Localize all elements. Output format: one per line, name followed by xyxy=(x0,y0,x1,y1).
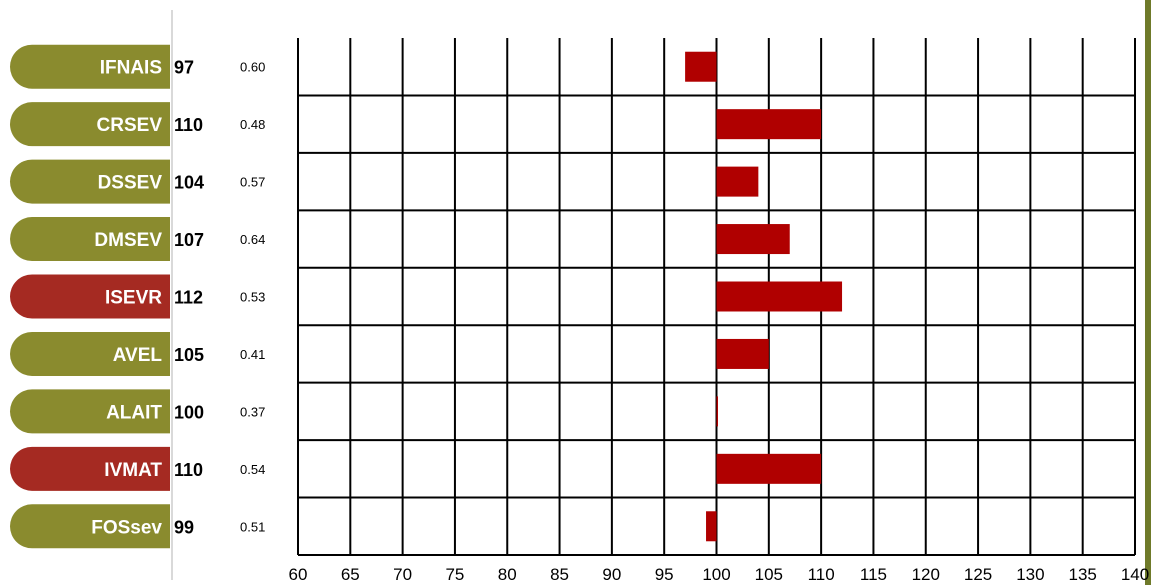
category-label: DMSEV xyxy=(94,230,162,251)
value-label: 104 xyxy=(174,173,204,193)
row-label-group: CRSEV 110 0.48 xyxy=(9,102,265,147)
row-label-group: DSSEV 104 0.57 xyxy=(10,159,265,204)
reliability-label: 0.48 xyxy=(240,117,265,132)
category-label: ALAIT xyxy=(106,402,162,423)
x-tick-label: 120 xyxy=(912,565,940,584)
chart-rows: IFNAIS 97 0.60 CRSEV 110 0.48 DSSEV 104 0.57 DMSE… xyxy=(9,44,265,549)
bar xyxy=(685,51,717,82)
category-pill xyxy=(10,331,171,376)
reliability-label: 0.57 xyxy=(240,175,265,190)
x-tick-label: 135 xyxy=(1069,565,1097,584)
right-border xyxy=(1145,0,1151,585)
row-label-group: ISEVR 112 0.53 xyxy=(10,274,265,319)
value-label: 110 xyxy=(174,460,203,480)
reliability-label: 0.37 xyxy=(240,404,265,419)
reliability-label: 0.53 xyxy=(240,290,265,305)
row-label-group: ALAIT 100 0.37 xyxy=(10,389,265,434)
category-pill xyxy=(10,389,171,434)
x-tick-label: 130 xyxy=(1016,565,1044,584)
x-tick-label: 80 xyxy=(498,565,517,584)
category-pill xyxy=(10,159,171,204)
x-tick-label: 90 xyxy=(602,565,621,584)
row-label-group: IVMAT 110 0.54 xyxy=(10,446,265,491)
value-label: 97 xyxy=(174,58,194,78)
category-pill xyxy=(10,274,171,319)
category-label: CRSEV xyxy=(97,115,163,136)
reliability-label: 0.51 xyxy=(240,519,265,534)
category-pill xyxy=(10,504,171,549)
x-tick-label: 125 xyxy=(964,565,992,584)
row-label-group: IFNAIS 97 0.60 xyxy=(10,44,265,89)
reliability-label: 0.60 xyxy=(240,60,265,75)
row-label-group: DMSEV 107 0.64 xyxy=(10,217,265,262)
category-label: IVMAT xyxy=(104,460,162,481)
value-label: 112 xyxy=(174,288,203,308)
row-label-group: FOSsev 99 0.51 xyxy=(10,504,265,549)
category-pill xyxy=(9,102,170,147)
x-tick-label: 85 xyxy=(550,565,569,584)
x-tick-label: 75 xyxy=(445,565,464,584)
x-tick-label: 60 xyxy=(289,565,308,584)
x-tick-label: 95 xyxy=(655,565,674,584)
reliability-label: 0.54 xyxy=(240,462,265,477)
bar xyxy=(716,338,769,369)
chart-bars xyxy=(685,51,843,542)
bar xyxy=(716,109,822,140)
row-label-group: AVEL 105 0.41 xyxy=(10,331,265,376)
value-label: 107 xyxy=(174,230,204,250)
x-axis-ticks: 60 65 70 75 80 85 90 95 100 105 110 115 120 125 130 135… xyxy=(289,565,1150,584)
x-tick-label: 110 xyxy=(808,565,835,584)
category-label: FOSsev xyxy=(91,517,162,538)
bar xyxy=(706,511,717,542)
bar xyxy=(716,453,822,484)
category-label: ISEVR xyxy=(105,288,162,309)
category-pill xyxy=(10,217,171,262)
reliability-label: 0.64 xyxy=(240,232,265,247)
x-tick-label: 140 xyxy=(1121,565,1149,584)
bar xyxy=(716,281,843,312)
x-tick-label: 70 xyxy=(393,565,412,584)
bar xyxy=(716,396,718,427)
value-label: 105 xyxy=(174,345,204,365)
category-label: IFNAIS xyxy=(100,58,162,79)
value-label: 100 xyxy=(174,402,204,422)
bar xyxy=(716,224,790,255)
category-label: DSSEV xyxy=(98,173,163,194)
x-tick-label: 115 xyxy=(860,565,887,584)
x-tick-label: 65 xyxy=(341,565,360,584)
x-tick-label: 100 xyxy=(702,565,730,584)
value-label: 99 xyxy=(174,517,194,537)
value-label: 110 xyxy=(174,115,203,135)
x-tick-label: 105 xyxy=(755,565,783,584)
category-label: AVEL xyxy=(113,345,163,366)
category-pill xyxy=(10,446,171,491)
bar xyxy=(716,166,759,197)
reliability-label: 0.41 xyxy=(240,347,265,362)
category-pill xyxy=(10,44,171,89)
